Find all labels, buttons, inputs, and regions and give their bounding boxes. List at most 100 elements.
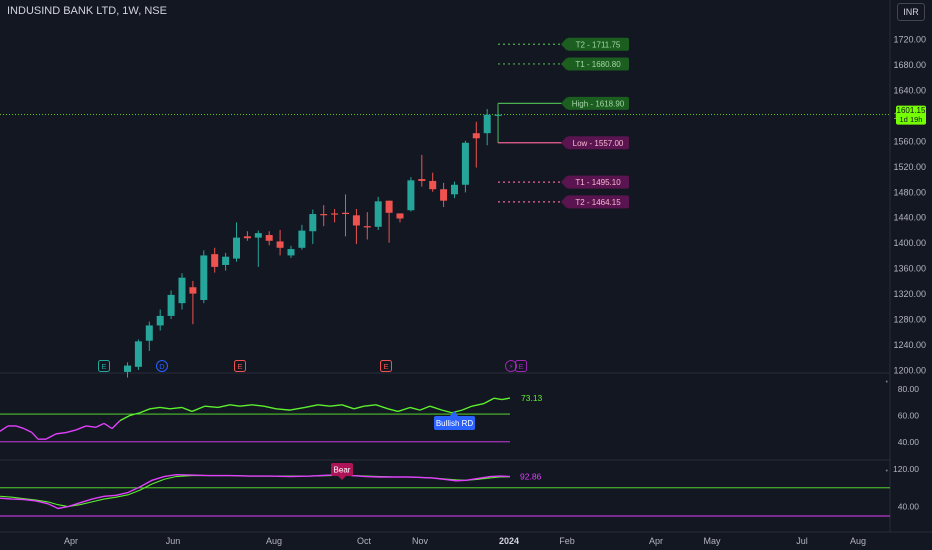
rsi-line-segment xyxy=(15,425,25,430)
candle-body xyxy=(287,249,295,256)
candle-body xyxy=(374,201,382,227)
candle-body xyxy=(298,230,306,248)
chart-title: INDUSIND BANK LTD, 1W, NSE xyxy=(7,5,167,17)
price-tick-label: 1520.00 xyxy=(893,162,926,172)
rsi-tick-label: 60.00 xyxy=(898,410,920,420)
rsi-line-segment xyxy=(341,404,355,410)
price-tick-label: 1280.00 xyxy=(893,315,926,325)
candle-body xyxy=(233,237,240,259)
rsi-tick-label: 80.00 xyxy=(898,384,920,394)
event-marker-dividend-icon xyxy=(156,360,168,372)
candle-body xyxy=(451,184,458,195)
rsi-current-value: 73.13 xyxy=(521,393,543,403)
candle-body xyxy=(243,236,251,239)
stoch-signal-pointer xyxy=(338,476,346,480)
price-tick-label: 1680.00 xyxy=(893,60,926,70)
rsi-line-segment xyxy=(251,404,265,407)
currency-button[interactable]: INR xyxy=(897,3,925,21)
rsi-signal-label: Bullish RD xyxy=(436,419,474,428)
candle-body xyxy=(396,213,404,219)
rsi-line-segment xyxy=(149,406,161,410)
event-marker-glyph: ⚡ xyxy=(508,362,513,371)
level-label-pointer xyxy=(561,57,567,71)
event-marker-earnings-icon xyxy=(380,360,392,372)
time-tick-label: May xyxy=(703,536,721,546)
stoch-panel-dot: • xyxy=(886,468,889,475)
level-label-text: Low - 1557.00 xyxy=(573,139,624,148)
time-tick-label: Aug xyxy=(266,536,282,546)
event-marker-earnings-icon xyxy=(98,360,110,372)
price-tick-label: 1440.00 xyxy=(893,213,926,223)
level-label-pointer xyxy=(561,175,567,189)
candle-body xyxy=(124,365,131,372)
rsi-line-segment xyxy=(501,397,511,401)
level-label-text: T1 - 1495.10 xyxy=(575,178,621,187)
event-marker-glyph: E xyxy=(101,362,106,371)
level-label-text: T2 - 1711.75 xyxy=(576,40,621,49)
rsi-line-segment xyxy=(397,406,411,413)
time-tick-label: Jul xyxy=(796,536,808,546)
candle-body xyxy=(276,241,284,248)
stoch-tick-label: 120.00 xyxy=(893,464,919,474)
candle-body xyxy=(472,133,480,139)
rsi-line-segment xyxy=(441,409,453,414)
event-marker-split-icon xyxy=(505,360,517,372)
level-label-pointer xyxy=(561,96,567,110)
rsi-line-segment xyxy=(159,406,171,410)
level-label-text: T2 - 1464.15 xyxy=(575,198,621,207)
rsi-panel-dot: • xyxy=(886,379,889,386)
rsi-line-segment xyxy=(375,404,389,410)
rsi-line-segment xyxy=(23,427,33,434)
time-tick-label: Jun xyxy=(166,536,181,546)
stoch-signal-badge xyxy=(331,463,353,476)
level-label-box xyxy=(567,136,629,150)
candle-body xyxy=(352,215,360,226)
level-label-pointer xyxy=(561,195,567,209)
time-tick-label: Oct xyxy=(357,536,372,546)
rsi-line-segment xyxy=(55,431,67,435)
price-tick-label: 1560.00 xyxy=(893,136,926,146)
rsi-line-segment xyxy=(181,406,193,413)
stoch-k-line xyxy=(0,473,511,510)
price-tick-label: 1240.00 xyxy=(893,340,926,350)
time-tick-label: Aug xyxy=(850,536,866,546)
event-marker-glyph: E xyxy=(237,362,242,371)
level-label-box xyxy=(567,96,629,110)
price-tick-label: 1320.00 xyxy=(893,289,926,299)
event-marker-earnings-icon xyxy=(515,360,527,372)
bar-countdown-label: 1d 19h xyxy=(900,115,923,124)
stoch-tick-label: 40.00 xyxy=(898,502,920,512)
current-price-label: 1601.15 xyxy=(897,106,926,115)
rsi-line-segment xyxy=(217,404,231,409)
candle-body xyxy=(331,213,339,215)
rsi-line-segment xyxy=(103,422,113,430)
rsi-signal-pointer xyxy=(450,411,458,416)
rsi-line-segment xyxy=(409,406,421,411)
candle-body xyxy=(407,180,415,211)
rsi-line-segment xyxy=(461,405,473,411)
level-label-box xyxy=(567,37,629,51)
price-tick-label: 1720.00 xyxy=(893,35,926,45)
stoch-signal-label: Bear xyxy=(334,466,351,475)
stoch-current-value: 92.86 xyxy=(520,472,542,482)
rsi-line-segment xyxy=(353,405,365,410)
event-marker-earnings-icon xyxy=(234,360,246,372)
level-label-pointer xyxy=(561,37,567,51)
rsi-line-segment xyxy=(263,405,277,410)
stoch-d-line xyxy=(0,474,511,508)
level-label-box xyxy=(567,175,629,189)
rsi-line-segment xyxy=(0,425,9,432)
rsi-signal-badge xyxy=(434,416,475,430)
rsi-line-segment xyxy=(204,405,219,409)
candle-body xyxy=(342,212,349,215)
rsi-line-segment xyxy=(95,422,105,428)
level-label-box xyxy=(567,195,629,209)
current-price-badge xyxy=(896,105,926,125)
price-tick-label: 1400.00 xyxy=(893,238,926,248)
rsi-line-segment xyxy=(111,420,121,430)
rsi-line-segment xyxy=(471,402,485,407)
rsi-line-segment xyxy=(275,408,291,411)
time-tick-label: Apr xyxy=(64,536,78,546)
rsi-line-segment xyxy=(387,408,399,413)
